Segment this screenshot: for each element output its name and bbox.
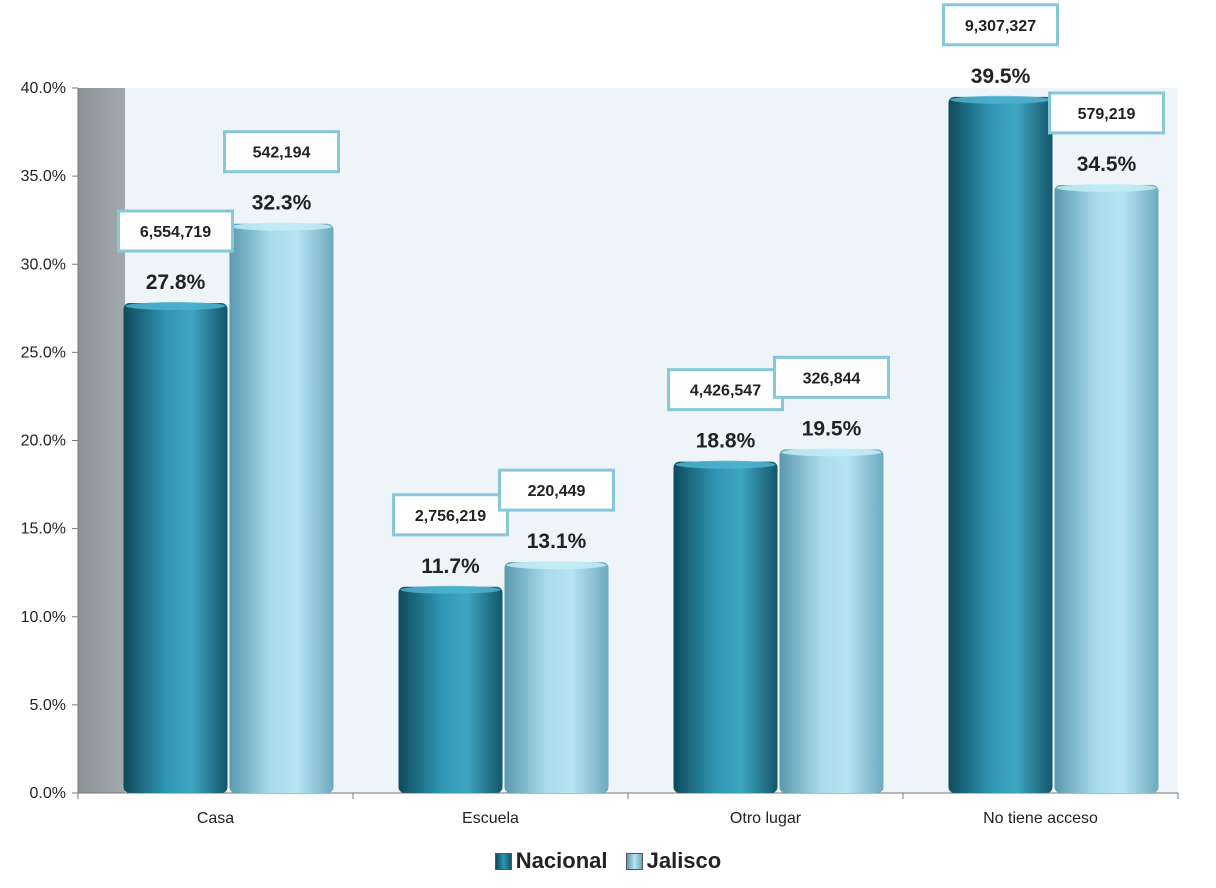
count-box-nacional — [942, 3, 1059, 47]
bar-nacional — [398, 586, 503, 793]
legend-label-jalisco: Jalisco — [646, 848, 722, 873]
value-label-nacional: 18.8% — [696, 430, 756, 453]
value-label-nacional: 39.5% — [971, 65, 1031, 88]
count-label-nacional: 9,307,327 — [965, 18, 1036, 35]
legend-swatch-jalisco — [625, 852, 643, 870]
x-category-label: Otro lugar — [730, 810, 802, 827]
legend-swatch-nacional — [494, 852, 512, 870]
bar-cap-jalisco — [506, 561, 607, 570]
value-label-nacional: 27.8% — [146, 271, 206, 294]
value-label-nacional: 11.7% — [421, 555, 480, 578]
count-label-jalisco: 326,844 — [803, 370, 861, 387]
bar-cap-jalisco — [781, 448, 882, 457]
count-label-jalisco: 542,194 — [253, 145, 311, 162]
bar-cap-nacional — [400, 585, 501, 594]
y-tick-label: 5.0% — [30, 697, 66, 714]
y-tick-label: 15.0% — [21, 521, 66, 538]
x-category-label: Escuela — [462, 810, 519, 827]
legend-item-jalisco: Jalisco — [625, 848, 722, 874]
y-tick-label: 10.0% — [21, 609, 66, 626]
bar-cap-nacional — [125, 302, 226, 311]
count-box-jalisco — [498, 468, 615, 512]
bar-cap-nacional — [675, 460, 776, 469]
plot-side-wall — [78, 88, 125, 793]
count-box-jalisco — [773, 355, 890, 399]
y-tick-label: 40.0% — [21, 80, 66, 97]
bar-jalisco — [504, 562, 609, 793]
bar-nacional — [673, 461, 778, 793]
x-axis: Casa Escuela Otro lugar No tiene acceso — [77, 792, 1179, 827]
count-label-jalisco: 220,449 — [528, 483, 586, 500]
count-box-nacional — [392, 493, 509, 537]
y-tick-label: 0.0% — [30, 785, 66, 802]
y-tick-label: 35.0% — [21, 168, 66, 185]
value-label-jalisco: 32.3% — [252, 192, 312, 215]
y-tick-label: 20.0% — [21, 433, 66, 450]
x-category-label: Casa — [197, 810, 234, 827]
value-label-jalisco: 13.1% — [527, 530, 587, 553]
count-box-nacional — [117, 209, 234, 253]
bar-jalisco — [779, 449, 884, 793]
bars-group — [123, 95, 1159, 793]
legend-item-nacional: Nacional — [494, 848, 608, 874]
count-box-jalisco — [223, 130, 340, 174]
x-category-label: No tiene acceso — [983, 810, 1098, 827]
bar-nacional — [948, 96, 1053, 793]
value-label-jalisco: 34.5% — [1077, 153, 1137, 176]
legend: Nacional Jalisco — [0, 848, 1216, 876]
count-box-nacional — [667, 368, 784, 412]
y-tick-label: 30.0% — [21, 256, 66, 273]
bar-nacional — [123, 303, 228, 793]
value-label-jalisco: 19.5% — [802, 417, 862, 440]
bar-jalisco — [229, 223, 334, 793]
count-label-nacional: 2,756,219 — [415, 508, 486, 525]
bar-cap-jalisco — [231, 222, 332, 231]
bar-cap-nacional — [950, 95, 1051, 104]
legend-label-nacional: Nacional — [515, 848, 608, 873]
bar-jalisco — [1054, 184, 1159, 793]
count-label-nacional: 6,554,719 — [140, 224, 211, 241]
count-label-jalisco: 579,219 — [1078, 106, 1136, 123]
count-box-jalisco — [1048, 91, 1165, 135]
bar-cap-jalisco — [1056, 183, 1157, 192]
y-axis: 0.0% 5.0% 10.0% 15.0% 20.0% 25.0% 30.0% 35.0% 40… — [21, 80, 79, 802]
data-labels-group: 27.8% 6,554,719 32.3% 542,194 11.7% 2,756,219… — [117, 3, 1165, 578]
y-tick-label: 25.0% — [21, 344, 66, 361]
count-label-nacional: 4,426,547 — [690, 383, 761, 400]
